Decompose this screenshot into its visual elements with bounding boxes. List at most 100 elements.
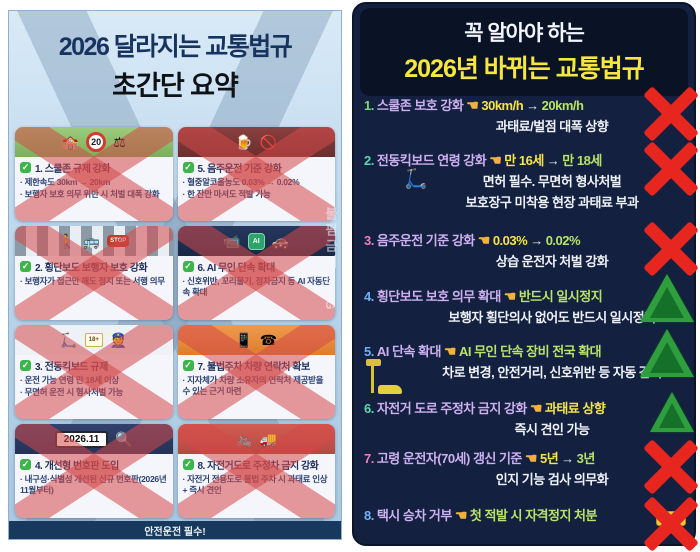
pointing-hand-icon: ☚: [524, 450, 538, 466]
card-drunk-driving: 🍺 🚫 ✓ 5. 음주운전 기준 강화 · 혈중알코올농도 0.03% → 0.…: [177, 127, 335, 221]
card-title: 3. 전동킥보드 규제: [35, 362, 108, 373]
card-bullet: · 운전 가능 연령 만 18세 이상: [20, 374, 119, 385]
item-title: 자전거 도로 주정차 금지 강화: [376, 401, 527, 416]
card-illegal-parking-illustration: 📱 ☎: [177, 325, 335, 355]
new-value: 20km/h: [541, 98, 584, 113]
green-triangle-sign: [640, 329, 694, 377]
item-detail: 차로 변경, 안전거리, 신호위반 등 자동 감지: [442, 365, 662, 380]
card-kickboard: 🛴 18+ 👮 ✓ 3. 전동킥보드 규제 · 운전 가능 연령 만 18세 이…: [15, 325, 173, 419]
left-poster-header: 2026 달라지는 교통법규 초간단 요약: [9, 11, 341, 103]
item-detail: 즉시 견인 가능: [514, 422, 590, 437]
card-bike-lane-illustration: 🚲 🚚: [177, 424, 335, 454]
pedestrian-icon: 🚶: [58, 232, 76, 249]
item-title: 횡단보도 보호 의무 확대: [376, 289, 501, 304]
item-detail: 인지 기능 검사 의무화: [495, 472, 609, 487]
card-title: 8. 자전거도로 주정차 금지 강화: [197, 461, 319, 472]
law-item-senior-driver: 7. 고령 운전자(70세) 갱신 기준 ☚ 5년 → 3년 인지 기능 검사 의무화: [364, 448, 678, 488]
red-x-mark: [644, 222, 698, 276]
new-value: 첫 적발 시 자격정지 처분: [469, 508, 598, 523]
item-detail: 과태료/벌점 대폭 상향: [495, 119, 609, 134]
no-drink-icon: 🚫: [259, 133, 278, 150]
new-value: 만 18세: [562, 153, 602, 168]
item-detail: 상습 운전자 처벌 강화: [495, 254, 609, 269]
card-crosswalk: 🚶 🚌 STOP ✓ 2. 횡단보도 보행자 보호 강화 · 보행자가 접근만 …: [15, 226, 173, 320]
card-bullet: · 무면허 운전 시 형사처벌 가능: [20, 387, 124, 398]
item-number: 4.: [364, 289, 374, 304]
card-bullet: · 보행자 보호 의무 위반 시 처벌 대폭 강화: [20, 189, 160, 200]
bicycle-icon: 🚲: [235, 430, 253, 447]
card-title: 1. 스쿨존 규제 강화: [35, 164, 111, 175]
item-number: 2.: [364, 153, 374, 168]
cctv-icon: 📹: [223, 232, 241, 249]
card-schoolzone-illustration: 🏫 20 ⚖: [15, 127, 173, 157]
item-title: 스쿨존 보호 강화: [376, 98, 464, 113]
school-icon: 🏫: [61, 133, 80, 150]
item-number: 5.: [364, 344, 374, 359]
card-drunk-driving-illustration: 🍺 🚫: [177, 127, 335, 157]
check-icon: ✓: [182, 162, 194, 173]
check-icon: ✓: [20, 459, 31, 470]
item-detail: 면허 필수. 무면허 형사처벌: [482, 174, 622, 189]
card-title: 5. 음주운전 기준 강화: [197, 164, 282, 175]
scooter-icon: 🛴: [60, 331, 78, 348]
left-title-line1: 2026 달라지는 교통법규: [58, 33, 293, 61]
pointing-hand-icon: ☚: [466, 97, 479, 113]
card-license-plate-illustration: 2026.11 🔍: [15, 424, 173, 454]
card-ai-enforcement: 📹 AI 🚓 ✓ 6. AI 무인 단속 확대 · 신호위반, 꼬리물기, 정차…: [177, 226, 335, 320]
card-bullet: · 보행자가 접근만 해도 정지 또는 서행 의무: [20, 275, 165, 286]
item-title: 음주운전 기준 강화: [376, 233, 475, 248]
watermark: 불펌금지 JYG: [323, 207, 338, 313]
card-kickboard-illustration: 🛴 18+ 👮: [15, 325, 173, 355]
police-officer-icon: 👮: [109, 331, 128, 348]
new-value: 3년: [576, 451, 596, 466]
speed-limit-20-sign: 20: [86, 132, 107, 152]
card-bike-lane-parking: 🚲 🚚 ✓ 8. 자전거도로 주정차 금지 강화 · 자전거 전용도로 불법 주…: [177, 424, 335, 518]
law-item-bike-lane: 6. 자전거 도로 주정차 금지 강화 ☚ 과태료 상향 즉시 견인 가능: [364, 392, 694, 438]
police-car-icon: 🚓: [271, 232, 290, 249]
card-bullet: · 한 잔만 마셔도 적발 가능: [182, 189, 271, 200]
right-title-line2: 2026년 바뀌는 교통법규: [404, 55, 645, 83]
green-triangle-sign: [650, 392, 694, 432]
ai-chip-icon: AI: [247, 232, 265, 250]
left-title-line2: 초간단 요약: [112, 71, 239, 101]
old-value: 0.03%: [492, 233, 528, 248]
old-value: 5년: [539, 451, 559, 466]
check-icon: ✓: [182, 261, 194, 272]
law-item-crosswalk: 4. 횡단보도 보호 의무 확대 ☚ 반드시 일시정지 보행자 횡단의사 없어도 반드…: [364, 274, 694, 326]
new-value: AI 무인 단속 장비 전국 확대: [458, 344, 602, 359]
card-bullet: · 자전거 전용도로 불법 주차 시 과태료 인상 + 즉시 견인: [182, 473, 328, 495]
old-value: 과태료 상향: [544, 401, 606, 416]
right-poster-header: 꼭 알아야 하는 2026년 바뀌는 교통법규: [360, 8, 688, 96]
card-title: 6. AI 무인 단속 확대: [197, 263, 276, 274]
law-item-taxi-refusal: 8. 택시 승차 거부 ☚ 첫 적발 시 자격정지 처분: [364, 505, 686, 526]
stop-sign: STOP: [107, 235, 130, 247]
card-bullet: · 신호위반, 꼬리물기, 정차금지 등 AI 자동단속 확대: [182, 275, 331, 297]
right-title-line1: 꼭 알아야 하는: [464, 22, 585, 45]
pointing-hand-icon: ☚: [489, 152, 502, 168]
check-icon: ✓: [20, 162, 31, 173]
law-item-drunk-driving: 3. 음주운전 기준 강화 ☚ 0.03% → 0.02% 상습 운전자 처벌 강화: [364, 230, 678, 270]
law-cards-grid: 🏫 20 ⚖ ✓ 1. 스쿨존 규제 강화 · 제한속도 30km → 20km…: [15, 127, 335, 518]
card-bullet: · 내구성·식별성 개선된 신규 번호판(2026년 11월부터): [20, 473, 167, 495]
item-title: 고령 운전자(70세) 갱신 기준: [376, 451, 523, 466]
card-schoolzone: 🏫 20 ⚖ ✓ 1. 스쿨존 규제 강화 · 제한속도 30km → 20km…: [15, 127, 173, 221]
red-x-mark: [644, 87, 698, 141]
item-detail: 보행자 횡단의사 없어도 반드시 일시정지: [448, 310, 656, 325]
right-poster: 꼭 알아야 하는 2026년 바뀌는 교통법규 1. 스쿨존 보호 강화 ☚ 30km…: [352, 2, 696, 546]
arrow-icon: →: [561, 451, 574, 466]
red-x-mark: [644, 440, 698, 494]
gavel-scale-icon: ⚖: [113, 133, 126, 150]
phone-icon: 📱: [235, 331, 253, 348]
red-x-mark: [644, 497, 698, 551]
license-18-badge: 18+: [84, 333, 103, 347]
old-value: 만 16세: [504, 153, 544, 168]
bus-icon: 🚌: [82, 232, 101, 249]
card-illegal-parking-contact: 📱 ☎ ✓ 7. 불법주차 차량 연락처 확보 · 지자체가 차량 소유자의 연…: [177, 325, 335, 419]
check-icon: ✓: [20, 261, 31, 272]
check-icon: ✓: [20, 360, 31, 371]
item-title: 택시 승차 거부: [376, 508, 452, 523]
pointing-hand-icon: ☚: [529, 400, 543, 416]
green-triangle-sign: [640, 274, 694, 322]
beer-icon: 🍺: [235, 133, 253, 150]
law-item-ai-enforcement: 5. AI 단속 확대 ☚ AI 무인 단속 장비 전국 확대 차로 변경, 안전거리…: [364, 329, 694, 394]
